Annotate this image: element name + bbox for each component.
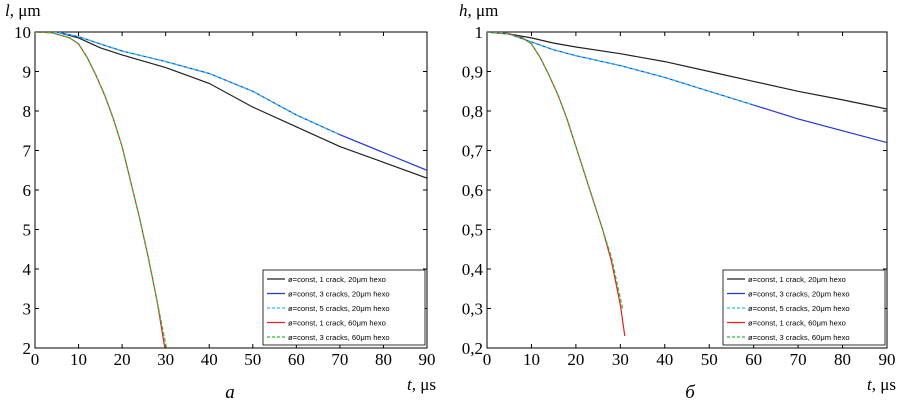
x-axis-unit: , μs xyxy=(872,375,896,394)
panel-caption: а xyxy=(225,382,235,403)
x-tick-label: 60 xyxy=(745,350,762,369)
y-tick-label: 1 xyxy=(475,23,484,42)
x-tick-label: 30 xyxy=(612,350,629,369)
series-line-4 xyxy=(35,32,166,348)
x-tick-label: 0 xyxy=(483,350,492,369)
y-axis-label: l, μm xyxy=(5,1,41,20)
x-tick-label: 60 xyxy=(288,350,305,369)
legend-entry: ø=const, 1 crack, 20μm hexo xyxy=(748,275,846,284)
legend-entry: ø=const, 1 crack, 20μm hexo xyxy=(288,275,386,284)
x-axis-variable: t xyxy=(407,375,413,394)
x-tick-label: 90 xyxy=(419,350,436,369)
y-tick-label: 0,7 xyxy=(462,142,484,161)
y-tick-label: 7 xyxy=(23,142,32,161)
legend-entry: ø=const, 1 crack, 60μm hexo xyxy=(288,319,386,328)
x-tick-label: 70 xyxy=(331,350,348,369)
y-tick-label: 5 xyxy=(23,221,32,240)
x-tick-label: 40 xyxy=(201,350,218,369)
x-tick-label: 80 xyxy=(375,350,392,369)
series-line-2 xyxy=(487,32,887,144)
y-tick-label: 0,6 xyxy=(462,181,483,200)
series-line-5 xyxy=(487,32,624,309)
legend-box xyxy=(722,269,886,346)
series-line-1 xyxy=(35,32,427,179)
legend-entry: ø=const, 3 cracks, 60μm hexo xyxy=(288,333,390,342)
y-tick-label: 0,5 xyxy=(462,221,483,240)
x-tick-label: 70 xyxy=(790,350,807,369)
x-tick-label: 90 xyxy=(879,350,896,369)
y-tick-label: 0,8 xyxy=(462,102,483,121)
y-axis-unit: , μm xyxy=(10,1,41,20)
y-tick-label: 0,4 xyxy=(462,260,484,279)
y-tick-label: 2 xyxy=(23,339,32,358)
series-lines xyxy=(35,32,427,348)
x-tick-label: 30 xyxy=(157,350,174,369)
y-tick-label: 6 xyxy=(23,181,32,200)
legend-entry: ø=const, 5 cracks, 20μm hexo xyxy=(288,304,390,313)
x-tick-label: 40 xyxy=(656,350,673,369)
x-axis-label: t, μs xyxy=(407,375,436,394)
x-axis-label: t, μs xyxy=(867,375,896,394)
x-tick-label: 20 xyxy=(114,350,131,369)
y-tick-label: 4 xyxy=(23,260,32,279)
series-line-4 xyxy=(487,32,626,337)
series-line-3 xyxy=(35,32,341,136)
series-line-1 xyxy=(487,32,887,110)
y-tick-label: 10 xyxy=(14,23,31,42)
series-lines xyxy=(487,32,887,337)
legend-entry: ø=const, 1 crack, 60μm hexo xyxy=(748,319,846,328)
series-line-2 xyxy=(35,32,427,171)
panel-caption: б xyxy=(685,382,696,403)
legend: ø=const, 1 crack, 20μm hexo ø=const, 3 cr… xyxy=(722,269,886,346)
y-tick-label: 0,9 xyxy=(462,63,483,82)
x-tick-label: 50 xyxy=(244,350,261,369)
legend-entry: ø=const, 3 cracks, 60μm hexo xyxy=(748,333,850,342)
x-tick-label: 10 xyxy=(70,350,87,369)
y-axis-label: h, μm xyxy=(459,1,498,20)
y-tick-label: 0,3 xyxy=(462,300,483,319)
x-axis-unit: , μs xyxy=(412,375,436,394)
x-axis-variable: t xyxy=(867,375,873,394)
y-tick-label: 8 xyxy=(23,102,32,121)
chart-panel-2: 0 10 20 30 40 50 60 70 80 90 0,2 0,3 0,4 0,5 0,6 0,7 0,8… xyxy=(459,1,896,403)
y-tick-label: 0,2 xyxy=(462,339,483,358)
x-tick-label: 0 xyxy=(31,350,40,369)
y-tick-label: 3 xyxy=(23,300,32,319)
y-tick-label: 9 xyxy=(23,63,32,82)
y-axis-variable: l xyxy=(5,1,10,20)
legend-entry: ø=const, 3 cracks, 20μm hexo xyxy=(288,290,390,299)
legend-box xyxy=(262,269,426,346)
x-tick-label: 10 xyxy=(523,350,540,369)
x-tick-label: 50 xyxy=(701,350,718,369)
legend: ø=const, 1 crack, 20μm hexo ø=const, 3 cr… xyxy=(262,269,426,346)
series-line-3 xyxy=(487,32,754,106)
x-tick-label: 20 xyxy=(567,350,584,369)
x-tick-label: 80 xyxy=(834,350,851,369)
legend-entry: ø=const, 5 cracks, 20μm hexo xyxy=(748,304,850,313)
y-axis-variable: h xyxy=(459,1,468,20)
series-line-5 xyxy=(35,32,168,348)
y-axis-unit: , μm xyxy=(468,1,499,20)
legend-entry: ø=const, 3 cracks, 20μm hexo xyxy=(748,290,850,299)
